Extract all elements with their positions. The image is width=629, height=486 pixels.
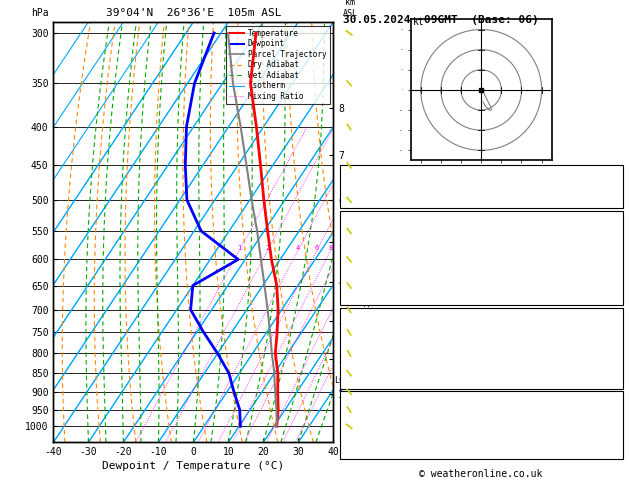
Text: CIN (J): CIN (J) — [343, 292, 387, 302]
Text: 2: 2 — [613, 266, 620, 276]
Text: Lifted Index: Lifted Index — [343, 349, 418, 360]
Text: EH: EH — [343, 407, 355, 417]
Legend: Temperature, Dewpoint, Parcel Trajectory, Dry Adiabat, Wet Adiabat, Isotherm, Mi: Temperature, Dewpoint, Parcel Trajectory… — [226, 26, 330, 104]
Text: 316: 316 — [601, 336, 620, 347]
Text: StmSpd (kt): StmSpd (kt) — [343, 446, 411, 456]
Text: 2: 2 — [613, 446, 620, 456]
Text: 20.8: 20.8 — [594, 226, 620, 237]
Text: SREH: SREH — [343, 420, 368, 430]
Text: Hodograph: Hodograph — [453, 394, 509, 404]
Text: K: K — [343, 169, 349, 179]
Text: Surface: Surface — [459, 213, 503, 224]
Text: 8: 8 — [328, 245, 332, 251]
Text: Dewp (°C): Dewp (°C) — [343, 240, 399, 250]
Text: 4: 4 — [613, 407, 620, 417]
X-axis label: Dewpoint / Temperature (°C): Dewpoint / Temperature (°C) — [103, 461, 284, 471]
Text: 316: 316 — [601, 253, 620, 263]
Text: θₑ(K): θₑ(K) — [343, 253, 374, 263]
Text: Lifted Index: Lifted Index — [343, 266, 418, 276]
Text: LCL: LCL — [335, 376, 350, 385]
Title: 39°04'N  26°36'E  105m ASL: 39°04'N 26°36'E 105m ASL — [106, 8, 281, 18]
Text: km
ASL: km ASL — [343, 0, 358, 17]
Text: Mixing Ratio (g/kg): Mixing Ratio (g/kg) — [364, 226, 372, 322]
Text: 30.05.2024  09GMT  (Base: 06): 30.05.2024 09GMT (Base: 06) — [343, 15, 538, 25]
Text: Temp (°C): Temp (°C) — [343, 226, 399, 237]
Text: 43: 43 — [607, 182, 620, 192]
Text: © weatheronline.co.uk: © weatheronline.co.uk — [420, 469, 543, 479]
Text: 0: 0 — [613, 363, 620, 373]
Text: Most Unstable: Most Unstable — [440, 310, 522, 320]
Text: 1: 1 — [237, 245, 241, 251]
Text: 10.4: 10.4 — [594, 240, 620, 250]
Text: θₑ (K): θₑ (K) — [343, 336, 381, 347]
Text: Totals Totals: Totals Totals — [343, 182, 424, 192]
Text: 0: 0 — [613, 292, 620, 302]
Text: kt: kt — [413, 17, 425, 28]
Text: 285°: 285° — [594, 433, 620, 443]
Text: 1.56: 1.56 — [594, 195, 620, 206]
Text: Pressure (mb): Pressure (mb) — [343, 323, 424, 333]
Text: 4: 4 — [296, 245, 300, 251]
Text: 1000: 1000 — [594, 323, 620, 333]
Text: CAPE (J): CAPE (J) — [343, 363, 392, 373]
Text: 2: 2 — [613, 349, 620, 360]
Text: PW (cm): PW (cm) — [343, 195, 387, 206]
Text: StmDir: StmDir — [343, 433, 381, 443]
Text: 0: 0 — [613, 376, 620, 386]
Text: 4: 4 — [613, 420, 620, 430]
Text: CAPE (J): CAPE (J) — [343, 279, 392, 289]
Text: 6: 6 — [314, 245, 318, 251]
Text: 0: 0 — [613, 279, 620, 289]
Text: hPa: hPa — [31, 8, 48, 17]
Text: 15: 15 — [607, 169, 620, 179]
Text: 2: 2 — [265, 245, 269, 251]
Text: CIN (J): CIN (J) — [343, 376, 387, 386]
